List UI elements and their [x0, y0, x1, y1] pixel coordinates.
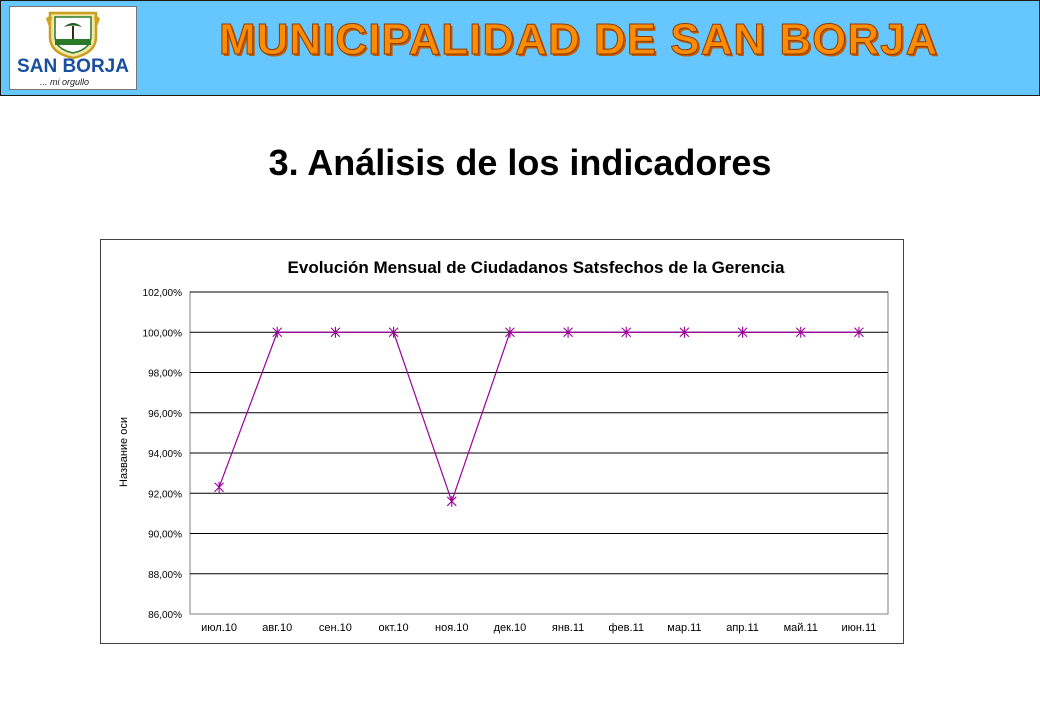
data-point: [679, 326, 690, 338]
logo-name: SAN BORJA: [17, 56, 129, 77]
data-point: [854, 326, 864, 338]
y-tick-label: 100,00%: [143, 328, 183, 339]
y-tick-label: 96,00%: [148, 409, 182, 420]
page-title: 3. Análisis de los indicadores: [268, 142, 772, 183]
x-tick-label: май.11: [784, 622, 818, 634]
header-banner: SAN BORJA ... mi orgullo MUNICIPALIDAD D…: [0, 0, 1040, 96]
data-point: [621, 326, 632, 338]
y-tick-label: 88,00%: [148, 570, 182, 581]
x-tick-label: дек.10: [494, 622, 527, 634]
y-axis-label: Название оси: [118, 417, 130, 487]
x-tick-label: июн.11: [841, 622, 876, 634]
data-point: [330, 326, 341, 338]
logo-motto: ... mi orgullo: [40, 77, 90, 87]
data-point: [563, 326, 573, 338]
data-point: [272, 326, 283, 338]
banner-title: MUNICIPALIDAD DE SAN BORJA: [219, 15, 939, 65]
x-tick-label: июл.10: [201, 622, 237, 634]
x-tick-label: авг.10: [262, 622, 292, 634]
x-tick-label: апр.11: [726, 622, 759, 634]
x-tick-label: сен.10: [319, 622, 352, 634]
data-point: [505, 326, 515, 338]
x-tick-label: фев.11: [609, 622, 645, 634]
crest-icon: [46, 11, 100, 59]
data-point: [737, 326, 748, 338]
y-tick-label: 92,00%: [148, 489, 182, 500]
data-point: [388, 326, 399, 338]
y-tick-label: 102,00%: [143, 288, 183, 299]
data-point: [795, 326, 806, 338]
y-tick-label: 90,00%: [148, 530, 182, 541]
y-tick-label: 98,00%: [148, 369, 182, 380]
x-tick-label: мар.11: [667, 622, 701, 634]
line-chart: Evolución Mensual de Ciudadanos Satsfech…: [118, 258, 889, 634]
logo: SAN BORJA ... mi orgullo: [9, 6, 137, 90]
x-tick-label: окт.10: [378, 622, 408, 634]
y-tick-label: 94,00%: [148, 449, 182, 460]
chart-title: Evolución Mensual de Ciudadanos Satsfech…: [288, 258, 785, 277]
chart-frame: Evolución Mensual de Ciudadanos Satsfech…: [100, 239, 904, 644]
data-point: [214, 481, 224, 493]
x-tick-label: янв.11: [552, 622, 584, 634]
y-tick-label: 86,00%: [148, 610, 182, 621]
series-line: [218, 331, 859, 504]
data-point: [446, 495, 457, 507]
x-tick-label: ноя.10: [435, 622, 468, 634]
